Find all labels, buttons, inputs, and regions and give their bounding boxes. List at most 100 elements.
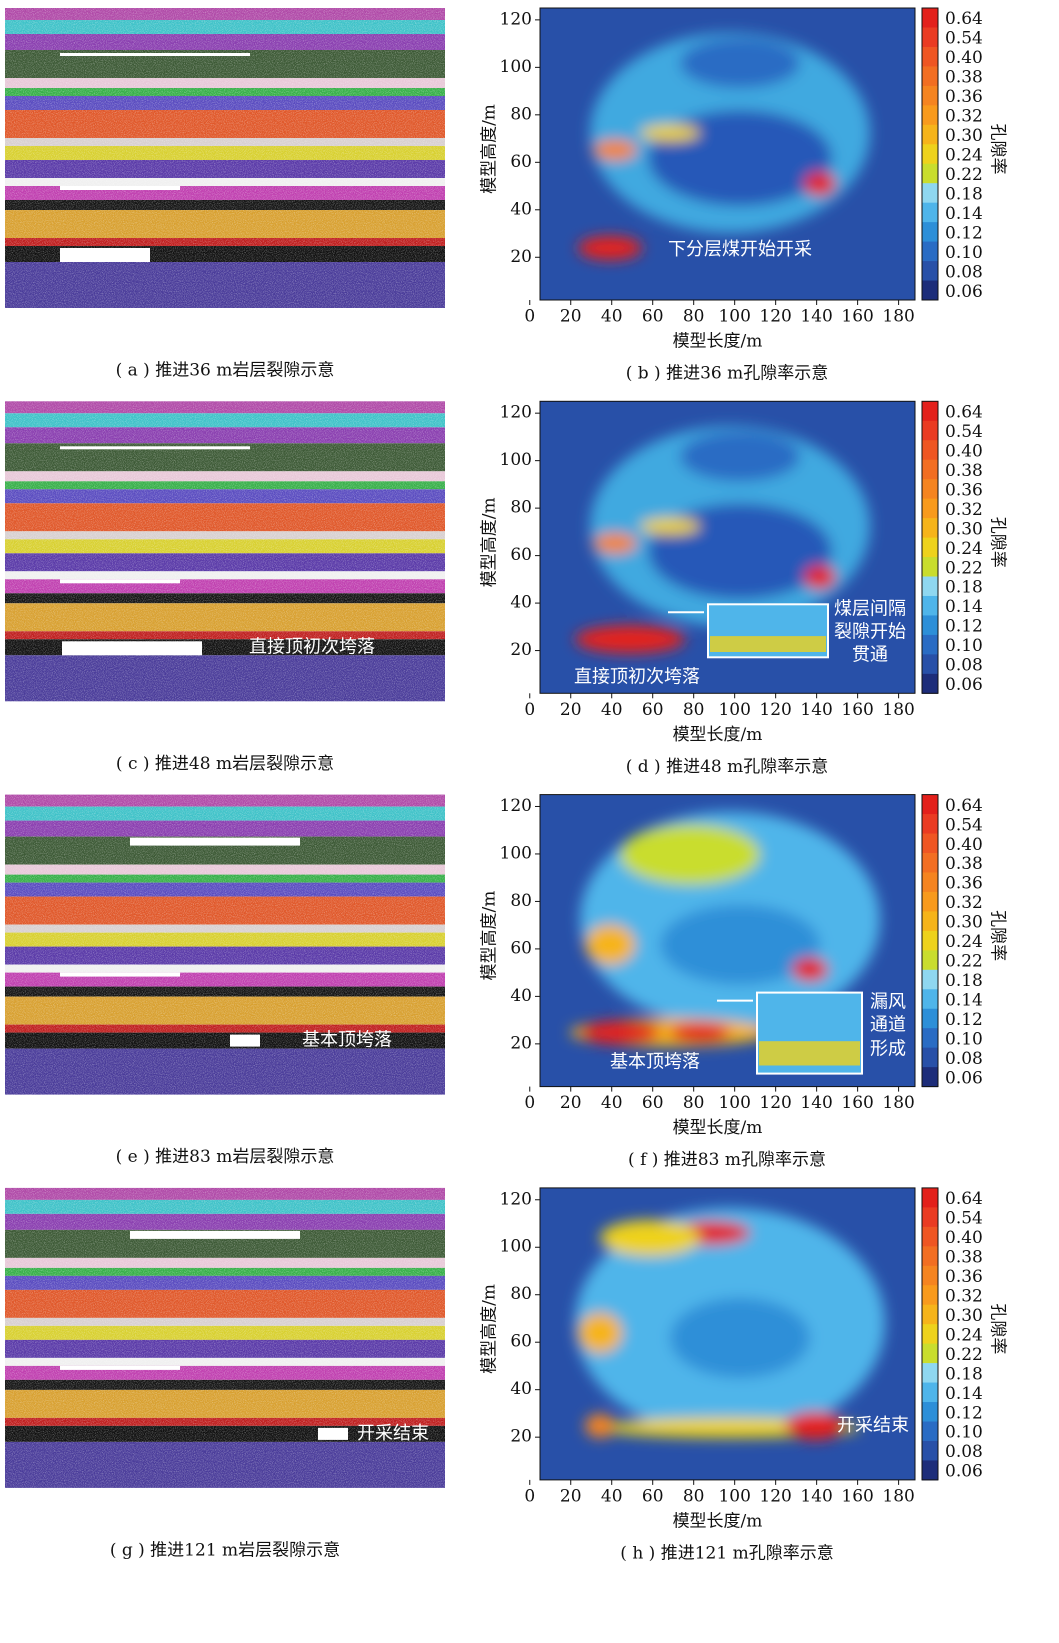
contour-region bbox=[680, 38, 800, 88]
colorbar-swatch bbox=[922, 1402, 938, 1422]
y-tick-label: 40 bbox=[510, 199, 532, 219]
colorbar-swatch bbox=[922, 1028, 938, 1049]
y-axis-label: 模型高度/m bbox=[480, 1284, 500, 1374]
colorbar-label: 0.08 bbox=[945, 1049, 983, 1069]
strata-annotation: 开采结束 bbox=[357, 1423, 429, 1444]
porosity-plot: 0 20 40 60 80 100 120 140 160 180 20 40 60 80 100 120 模型… bbox=[480, 1187, 916, 1531]
panel-row: ( a ) 推进36 m岩层裂隙示意 0 20 40 60 80 100 120 140 160 1… bbox=[5, 7, 1008, 384]
colorbar-frame bbox=[921, 1187, 939, 1481]
contour-region bbox=[660, 904, 820, 985]
plot-frame bbox=[539, 1187, 916, 1481]
x-axis-label: 模型长度/m bbox=[673, 1118, 763, 1138]
texture bbox=[5, 794, 445, 1095]
colorbar-label: 0.64 bbox=[945, 403, 983, 423]
contour-region bbox=[578, 236, 642, 260]
colorbar-swatch bbox=[922, 654, 938, 675]
contour-region bbox=[804, 565, 836, 590]
y-axis-label: 模型高度/m bbox=[480, 497, 500, 587]
porosity-plot: 0 20 40 60 80 100 120 140 160 180 20 40 60 80 100 120 模型… bbox=[480, 794, 916, 1138]
colorbar-swatch bbox=[922, 833, 938, 854]
colorbar-swatch bbox=[922, 1047, 938, 1068]
x-tick-label: 140 bbox=[800, 1486, 832, 1506]
y-tick-label: 40 bbox=[510, 593, 532, 613]
colorbar-label: 0.18 bbox=[945, 1364, 983, 1384]
colorbar-swatch bbox=[922, 1067, 938, 1088]
x-tick-label: 100 bbox=[718, 700, 750, 720]
contour-region bbox=[620, 824, 760, 885]
contour-region bbox=[585, 924, 635, 965]
colorbar-label: 0.08 bbox=[945, 1442, 983, 1462]
colorbar-swatch bbox=[922, 891, 938, 912]
colorbar-label: 0.38 bbox=[945, 1248, 983, 1268]
colorbar-label: 0.40 bbox=[945, 1228, 983, 1248]
contour-region bbox=[648, 110, 832, 206]
colorbar-label: 0.14 bbox=[945, 991, 983, 1011]
colorbar-swatch bbox=[922, 401, 938, 422]
y-tick-label: 80 bbox=[510, 891, 532, 911]
texture bbox=[5, 8, 445, 308]
x-tick-label: 160 bbox=[841, 1486, 873, 1506]
x-tick-label: 20 bbox=[560, 307, 582, 327]
colorbar-swatch bbox=[922, 634, 938, 655]
porosity-annotation: 下分层煤开始开采 bbox=[668, 239, 812, 260]
colorbar-swatch bbox=[922, 105, 938, 126]
x-tick-label: 40 bbox=[601, 700, 623, 720]
porosity-annotation: 通道 bbox=[870, 1015, 906, 1036]
x-tick-label: 180 bbox=[882, 1093, 914, 1113]
colorbar-swatch bbox=[922, 911, 938, 932]
colorbar-swatch bbox=[922, 950, 938, 971]
contour-region bbox=[670, 1022, 730, 1043]
colorbar-swatch bbox=[922, 459, 938, 480]
x-tick-label: 120 bbox=[759, 307, 791, 327]
colorbar-label: 0.36 bbox=[945, 87, 983, 107]
y-tick-label: 100 bbox=[500, 843, 532, 863]
colorbar-title: 孔隙率 bbox=[988, 517, 1008, 568]
y-tick-label: 60 bbox=[510, 152, 532, 172]
y-tick-label: 20 bbox=[510, 1033, 532, 1053]
colorbar-label: 0.22 bbox=[945, 558, 983, 578]
colorbar-label: 0.22 bbox=[945, 165, 983, 185]
colorbar-label: 0.24 bbox=[945, 1325, 983, 1345]
colorbar-label: 0.06 bbox=[945, 1068, 983, 1088]
colorbar-label: 0.12 bbox=[945, 617, 983, 637]
colorbar-swatch bbox=[922, 794, 938, 815]
contour-region bbox=[804, 172, 836, 196]
x-tick-label: 120 bbox=[759, 1486, 791, 1506]
y-tick-label: 120 bbox=[500, 403, 532, 423]
plot-frame bbox=[539, 7, 916, 301]
colorbar-label: 0.14 bbox=[945, 204, 983, 224]
colorbar-label: 0.18 bbox=[945, 971, 983, 991]
y-tick-label: 80 bbox=[510, 1284, 532, 1304]
y-tick-label: 100 bbox=[500, 450, 532, 470]
x-tick-label: 180 bbox=[882, 1486, 914, 1506]
colorbar-label: 0.08 bbox=[945, 262, 983, 282]
colorbar-swatch bbox=[922, 1008, 938, 1029]
colorbar-label: 0.18 bbox=[945, 578, 983, 598]
x-tick-label: 40 bbox=[601, 307, 623, 327]
panel-row: 开采结束 ( g ) 推进121 m岩层裂隙示意 0 20 40 60 80 100 120 14… bbox=[5, 1187, 1008, 1563]
colorbar-label: 0.64 bbox=[945, 1189, 983, 1209]
colorbar-swatch bbox=[922, 1421, 938, 1442]
x-tick-label: 160 bbox=[841, 1093, 873, 1113]
y-tick-label: 40 bbox=[510, 1379, 532, 1399]
colorbar-swatch bbox=[922, 440, 938, 461]
panel-row: 直接顶初次垮落 ( c ) 推进48 m岩层裂隙示意 0 20 40 60 80 100 120… bbox=[5, 400, 1008, 777]
y-tick-label: 20 bbox=[510, 247, 532, 267]
x-tick-label: 0 bbox=[524, 1486, 535, 1506]
plot-frame bbox=[539, 400, 916, 694]
colorbar-swatch bbox=[922, 595, 938, 616]
colorbar-swatch bbox=[922, 1304, 938, 1325]
colorbar-label: 0.14 bbox=[945, 597, 983, 617]
y-tick-label: 80 bbox=[510, 104, 532, 124]
x-tick-label: 60 bbox=[642, 1486, 664, 1506]
blobs bbox=[578, 33, 870, 260]
colorbar-label: 0.30 bbox=[945, 913, 983, 933]
colorbar-label: 0.36 bbox=[945, 874, 983, 894]
y-tick-label: 40 bbox=[510, 986, 532, 1006]
x-tick-label: 120 bbox=[759, 700, 791, 720]
colorbar-swatch bbox=[922, 1440, 938, 1461]
colorbar-label: 0.18 bbox=[945, 184, 983, 204]
x-tick-label: 0 bbox=[524, 307, 535, 327]
contour-region bbox=[575, 625, 685, 654]
colorbar-swatch bbox=[922, 27, 938, 48]
